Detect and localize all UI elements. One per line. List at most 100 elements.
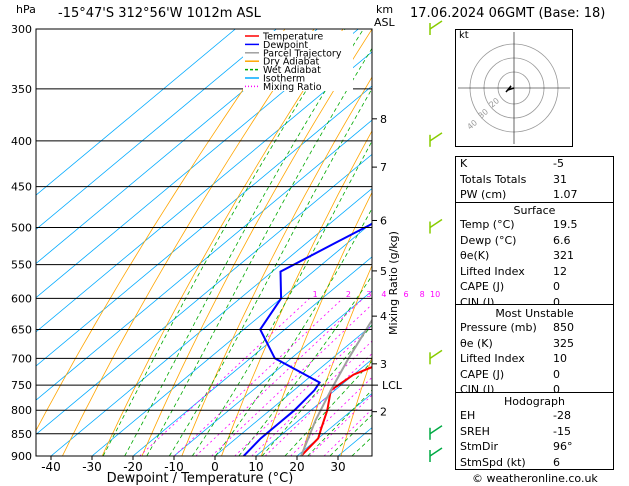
pressure-tick-label: 650 <box>11 324 32 337</box>
mixing-ratio-label: 4 <box>381 290 386 299</box>
pressure-tick-label: 700 <box>11 352 32 365</box>
surface-row: Temp (°C) 19.5 <box>460 218 609 233</box>
location-title: -15°47'S 312°56'W 1012m ASL <box>58 6 261 21</box>
index-key: K <box>460 157 468 170</box>
mu-value: 0 <box>553 383 560 396</box>
isotherm-line <box>255 358 372 456</box>
legend-box <box>243 31 353 91</box>
index-value: -5 <box>553 157 564 170</box>
dry-adiabat-line <box>62 29 315 456</box>
hodo-key: EH <box>460 409 476 422</box>
pressure-tick-label: 600 <box>11 292 32 305</box>
hodo-value: -15 <box>553 424 571 438</box>
pressure-tick-label: 800 <box>11 404 32 417</box>
legend-label: Mixing Ratio <box>263 82 322 93</box>
mu-key: Pressure (mb) <box>460 321 537 334</box>
mu-key: CAPE (J) <box>460 367 505 381</box>
datetime-title: 17.06.2024 06GMT (Base: 18) <box>410 6 606 21</box>
wind-barb <box>429 20 443 30</box>
index-key: PW (cm) <box>460 188 507 201</box>
mixing-ratio-line <box>195 298 364 456</box>
surface-value: 6.6 <box>553 233 571 247</box>
index-row: Totals Totals 31 <box>460 173 609 188</box>
hodo-value: 6 <box>553 455 560 469</box>
hodograph-ring-label: 40 <box>466 118 480 131</box>
wind-barb <box>429 349 443 359</box>
x-tick-label: 30 <box>330 460 345 474</box>
pressure-tick-label: 500 <box>11 222 32 235</box>
isotherm-line <box>36 51 372 333</box>
km-tick-label: 3 <box>380 358 387 371</box>
hodo-value: 96° <box>553 440 573 453</box>
surface-row: Lifted Index 12 <box>460 265 609 280</box>
isotherm-line <box>36 29 318 265</box>
hodograph-table-title: Hodograph <box>504 395 565 408</box>
surface-key: θe(K) <box>460 249 490 262</box>
x-tick-label: 10 <box>248 460 263 474</box>
hodo-value: -28 <box>553 409 571 422</box>
km-tick-label: 4 <box>380 310 387 323</box>
mixing-ratio-label: 6 <box>403 290 408 299</box>
mu-value: 325 <box>553 336 574 350</box>
hodograph-ring-label: 20 <box>488 96 502 109</box>
km-label: km <box>376 3 394 16</box>
isotherm-line <box>36 29 236 196</box>
x-tick-label: -20 <box>123 460 143 474</box>
temperature-line <box>300 366 372 456</box>
pressure-tick-label: 900 <box>11 450 32 463</box>
surface-key: Lifted Index <box>460 264 525 278</box>
hodo-key: StmDir <box>460 440 499 453</box>
mu-value: 10 <box>553 352 567 365</box>
surface-key: CAPE (J) <box>460 280 505 293</box>
wet-adiabat-line <box>124 29 364 456</box>
x-tick-label: -10 <box>164 460 184 474</box>
mu-row: Lifted Index 10 <box>460 352 609 367</box>
wet-adiabat-line <box>102 29 346 456</box>
surface-panel: Surface Temp (°C) 19.5 Dewp (°C) 6.6 θe(K) 32… <box>455 202 614 309</box>
pressure-tick-label: 550 <box>11 259 32 272</box>
km-tick-label: 8 <box>380 113 387 126</box>
hodo-key: StmSpd (kt) <box>460 455 526 469</box>
hodograph-unit: kt <box>459 30 469 41</box>
legend-label: Parcel Trajectory <box>263 48 342 59</box>
surface-title: Surface <box>513 204 556 217</box>
hodograph-panel: 40 30 20 kt <box>455 29 573 147</box>
surface-value: 0 <box>553 295 560 309</box>
index-value: 31 <box>553 172 567 186</box>
dewpoint-line <box>242 222 372 456</box>
skewt-chart: 300350400450500550600650700750800850900-… <box>11 20 452 486</box>
index-key: Totals Totals <box>460 172 527 186</box>
wet-adiabat-line <box>261 324 372 456</box>
mixing-ratio-line <box>174 298 344 456</box>
hodo-key: SREH <box>460 424 490 438</box>
mixing-ratio-label: 3 <box>366 290 371 299</box>
mu-value: 0 <box>553 367 560 381</box>
hodograph-table-panel: Hodograph EH -28 SREH -15 StmDir 96° StmSpd (k… <box>455 392 614 470</box>
x-tick-label: -30 <box>82 460 102 474</box>
parcel-trajectory-line <box>300 318 372 456</box>
legend-label: Wet Adiabat <box>263 65 321 76</box>
wind-barb <box>429 447 443 457</box>
surface-value: 12 <box>553 264 567 278</box>
x-tick-label: 0 <box>211 460 219 474</box>
isotherm-line <box>420 29 452 456</box>
dry-adiabat-line <box>260 191 372 456</box>
km-tick-label: 5 <box>380 265 387 278</box>
pressure-tick-label: 850 <box>11 428 32 441</box>
mixing-ratio-label: 10 <box>430 290 440 299</box>
mu-key: Lifted Index <box>460 352 525 365</box>
hodo-row: EH -28 <box>460 409 609 424</box>
index-row: K -5 <box>460 157 609 172</box>
surface-key: Temp (°C) <box>460 218 515 231</box>
x-tick-label: -40 <box>41 460 61 474</box>
index-row: PW (cm) 1.07 <box>460 188 609 203</box>
mixing-ratio-label: 1 <box>313 290 318 299</box>
km-tick-label: 7 <box>380 161 387 174</box>
pressure-tick-label: 750 <box>11 379 32 392</box>
legend-label: Temperature <box>262 32 323 43</box>
surface-key: Dewp (°C) <box>460 233 517 247</box>
copyright: © weatheronline.co.uk <box>472 472 598 485</box>
legend-label: Isotherm <box>263 74 305 85</box>
isotherm-line <box>132 256 372 456</box>
